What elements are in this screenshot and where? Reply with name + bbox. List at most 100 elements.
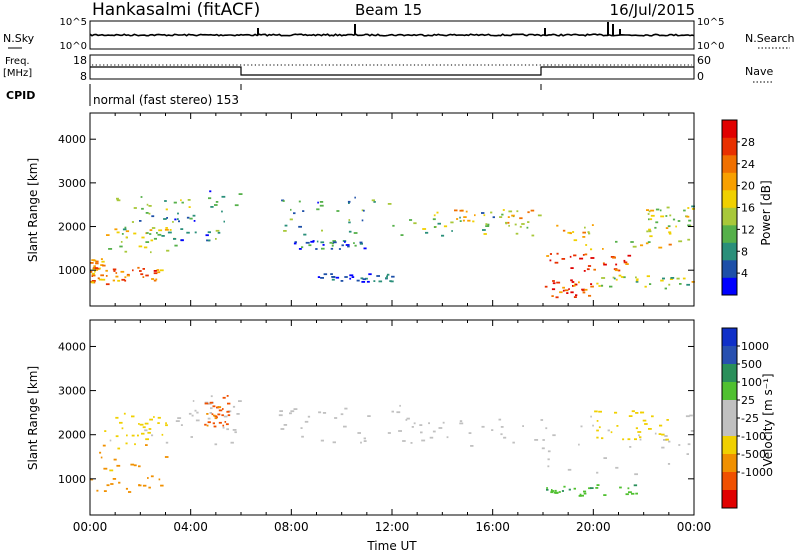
freq-line	[90, 66, 694, 76]
echo-cell	[481, 425, 485, 428]
echo-cell	[522, 425, 524, 427]
echo-cell	[650, 214, 655, 217]
echo-cell	[177, 218, 179, 220]
echo-cell	[470, 445, 474, 447]
power-panel: 1000 2000 3000 4000 Slant Range [km]	[26, 112, 695, 307]
echo-cell	[562, 286, 565, 289]
echo-cell	[189, 217, 193, 220]
echo-cell	[545, 427, 548, 430]
echo-cell	[590, 283, 593, 285]
echo-cell	[627, 438, 631, 441]
echo-cell	[131, 415, 135, 418]
echo-cell	[667, 463, 671, 465]
echo-cell	[438, 427, 443, 429]
echo-cell	[639, 438, 642, 441]
echo-cell	[115, 416, 119, 419]
echo-cell	[173, 238, 177, 240]
echo-region	[443, 209, 535, 228]
echo-cell	[234, 431, 237, 434]
echo-cell	[141, 207, 144, 210]
echo-cell	[209, 401, 213, 404]
echo-cell	[90, 262, 94, 264]
echo-cell	[554, 489, 557, 492]
echo-cell	[92, 267, 97, 269]
echo-cell	[345, 244, 350, 246]
echo-cell	[221, 195, 226, 198]
echo-cell	[421, 439, 426, 442]
echo-cell	[94, 267, 99, 269]
echo-cell	[206, 424, 209, 427]
echo-cell	[463, 216, 467, 218]
echo-region	[106, 226, 178, 254]
power-colorbar-tick-label: 16	[741, 202, 755, 215]
echo-cell	[118, 481, 121, 484]
echo-cell	[691, 281, 695, 283]
echo-cell	[150, 239, 154, 242]
echo-cell	[218, 406, 222, 408]
echo-cell	[206, 413, 209, 415]
echo-cell	[648, 428, 652, 430]
echo-cell	[112, 279, 115, 282]
echo-cell	[601, 437, 604, 440]
echo-cell	[687, 443, 691, 446]
echo-cell	[226, 410, 230, 413]
echo-cell	[598, 426, 601, 429]
echo-cell	[410, 442, 413, 444]
velocity-colorbar-label: Velocity [m s⁻¹]	[761, 373, 775, 466]
echo-cell	[166, 217, 168, 219]
echo-cell	[213, 414, 216, 417]
echo-cell	[167, 231, 172, 234]
echo-cell	[580, 425, 583, 428]
echo-cell	[230, 441, 234, 444]
echo-cell	[648, 210, 651, 213]
velocity-ylabel: Slant Range [km]	[26, 366, 40, 470]
echo-cell	[153, 279, 157, 282]
echo-cell	[646, 275, 650, 278]
echo-cell	[329, 241, 332, 244]
echo-cell	[164, 456, 169, 458]
echo-cell	[678, 444, 681, 446]
velocity-colorbar-swatch	[722, 328, 737, 347]
echo-cell	[665, 215, 668, 217]
power-colorbar-tick-label: 28	[741, 136, 755, 149]
echo-cell	[546, 255, 550, 257]
echo-cell	[105, 275, 108, 277]
echo-cell	[212, 422, 215, 425]
echo-cell	[124, 276, 127, 279]
echo-cell	[472, 220, 475, 223]
echo-cell	[691, 205, 695, 208]
echo-cell	[619, 486, 622, 489]
echo-cell	[150, 251, 152, 254]
echo-cell	[400, 234, 404, 236]
beam-title: Beam 15	[355, 1, 422, 19]
echo-cell	[145, 274, 149, 277]
echo-cell	[359, 242, 363, 245]
x-tick-label: 20:00	[576, 520, 611, 534]
echo-cell	[512, 441, 515, 444]
echo-cell	[139, 220, 142, 222]
echo-cell	[157, 271, 161, 274]
echo-cell	[110, 483, 114, 485]
echo-cell	[546, 488, 549, 491]
echo-cell	[90, 478, 94, 481]
echo-cell	[540, 419, 544, 421]
echo-cell	[590, 248, 593, 251]
echo-cell	[537, 214, 542, 217]
echo-cell	[500, 433, 503, 436]
echo-cell	[691, 208, 695, 210]
echo-cell	[360, 277, 364, 280]
power-xticks	[89, 113, 695, 306]
echo-cell	[94, 270, 96, 273]
echo-cell	[300, 427, 303, 429]
echo-cell	[293, 212, 296, 215]
echo-cell	[483, 233, 487, 235]
echo-cell	[331, 242, 335, 245]
echo-cell	[631, 410, 635, 413]
echo-cell	[635, 412, 639, 414]
echo-cell	[603, 263, 607, 266]
noise-panel: N.Sky 10^5 10^0 10^5 10^0 N.Search	[3, 17, 795, 52]
echo-cell	[146, 232, 149, 234]
echo-cell	[222, 424, 225, 427]
echo-cell	[590, 415, 592, 418]
echo-cell	[639, 436, 642, 439]
